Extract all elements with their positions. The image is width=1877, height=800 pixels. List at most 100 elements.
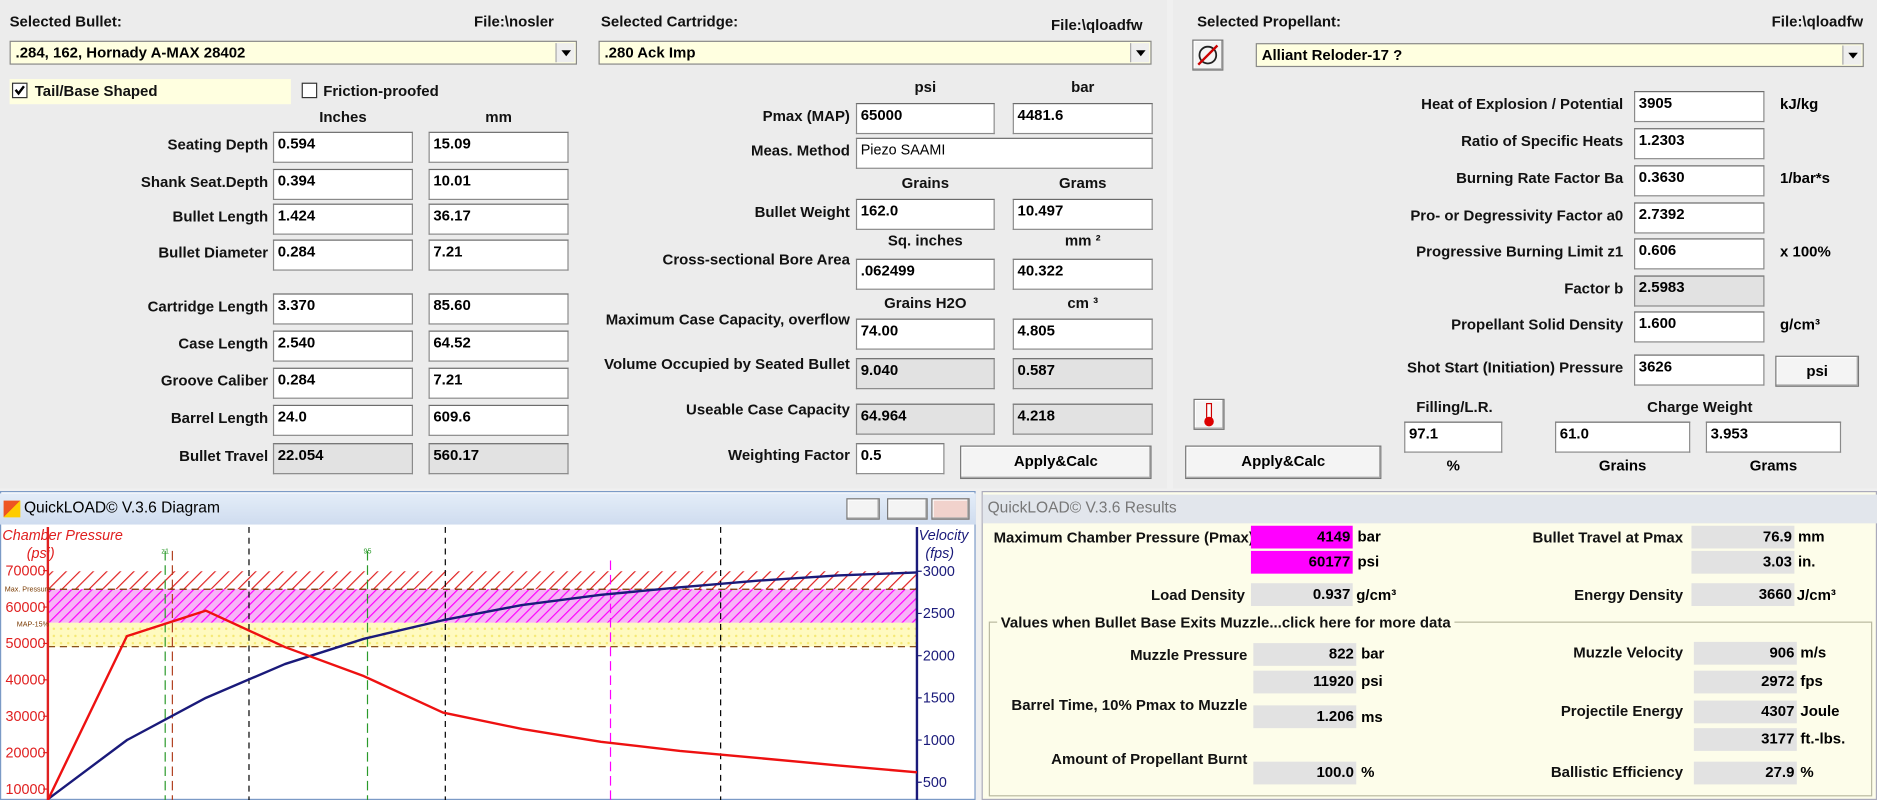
- input-field[interactable]: 64.52: [428, 330, 569, 362]
- checkbox-label[interactable]: Friction-proofed: [323, 82, 439, 100]
- apply-button[interactable]: Apply&Calc: [960, 445, 1152, 480]
- checkbox[interactable]: [11, 82, 28, 99]
- input-field[interactable]: 36.17: [428, 203, 569, 235]
- input-field[interactable]: 0.594: [272, 131, 413, 163]
- y2-tick-label: 1500: [923, 691, 955, 707]
- input-field[interactable]: .062499: [855, 258, 995, 290]
- input-field[interactable]: 0.394: [272, 168, 413, 200]
- heading: Selected Cartridge:: [600, 13, 739, 30]
- input-field: 2.5983: [1634, 275, 1765, 307]
- file-label: File:\qloadfw: [1051, 16, 1143, 34]
- column-header: mm: [485, 108, 512, 126]
- input-field[interactable]: 4.805: [1012, 318, 1153, 350]
- input-field[interactable]: Piezo SAAMI: [855, 137, 1153, 169]
- marker-label: z1: [161, 547, 169, 555]
- column-header: bar: [1071, 79, 1095, 96]
- propellant-icon[interactable]: [1192, 39, 1224, 71]
- input-field[interactable]: 2.540: [272, 330, 413, 362]
- input-field[interactable]: 97.1: [1404, 421, 1503, 453]
- input-field[interactable]: 0.284: [272, 239, 413, 271]
- input-field[interactable]: 15.09: [428, 131, 569, 163]
- input-field[interactable]: 3626: [1634, 354, 1765, 386]
- input-field[interactable]: 85.60: [428, 293, 569, 325]
- apply-button[interactable]: Apply&Calc: [1185, 445, 1382, 480]
- dropdown-arrow[interactable]: [1130, 43, 1150, 63]
- input-field: 64.964: [855, 403, 995, 435]
- unit-button[interactable]: psi: [1775, 355, 1860, 387]
- result-value: 4307: [1693, 700, 1797, 724]
- input-field[interactable]: 3.953: [1705, 421, 1842, 453]
- input-field[interactable]: 24.0: [272, 404, 413, 436]
- field-label: Factor b: [1564, 280, 1624, 298]
- field-label: Heat of Explosion / Potential: [1421, 95, 1624, 113]
- dropdown-arrow[interactable]: [555, 43, 575, 63]
- input-field[interactable]: 1.600: [1634, 311, 1765, 343]
- field-label: Barrel Length: [170, 409, 269, 427]
- input-field[interactable]: 3.370: [272, 293, 413, 325]
- close-button[interactable]: [931, 498, 970, 520]
- field-label: Groove Caliber: [160, 372, 269, 390]
- checkbox-area: [9, 79, 291, 105]
- axis-label: Velocity: [919, 528, 970, 544]
- input-field[interactable]: 0.606: [1634, 238, 1765, 270]
- result-value: 1.206: [1253, 705, 1357, 729]
- input-field[interactable]: 0.284: [272, 367, 413, 399]
- checkbox[interactable]: [301, 82, 318, 99]
- minimize-button[interactable]: [846, 498, 880, 520]
- input-field[interactable]: 7.21: [428, 367, 569, 399]
- input-field[interactable]: 10.01: [428, 168, 569, 200]
- result-value: 100.0: [1253, 761, 1357, 785]
- axis-unit: (psi): [27, 546, 55, 562]
- app-icon: [3, 500, 21, 518]
- input-field[interactable]: 7.21: [428, 239, 569, 271]
- checkbox-label[interactable]: Tail/Base Shaped: [34, 82, 158, 100]
- input-field[interactable]: 1.424: [272, 203, 413, 235]
- unit-label: g/cm³: [1356, 586, 1397, 604]
- field-label: Bullet Travel at Pmax: [1532, 529, 1684, 547]
- diagram-titlebar: [0, 493, 976, 525]
- dropdown[interactable]: .284, 162, Hornady A-MAX 28402: [9, 40, 577, 65]
- column-header: Inches: [319, 108, 367, 126]
- thermo-icon[interactable]: [1193, 398, 1225, 430]
- unit-label: ms: [1361, 708, 1383, 726]
- dropdown[interactable]: .280 Ack Imp: [598, 40, 1152, 65]
- field-label: Pro- or Degressivity Factor a0: [1410, 207, 1624, 224]
- field-label: Seating Depth: [167, 136, 269, 154]
- y2-tick-label: 2500: [923, 606, 955, 622]
- input-field[interactable]: 0.5: [855, 443, 945, 475]
- input-field[interactable]: 61.0: [1554, 421, 1691, 453]
- field-label: Bullet Length: [172, 208, 269, 226]
- input-field[interactable]: 40.322: [1012, 258, 1153, 290]
- input-field[interactable]: 2.7392: [1634, 202, 1765, 234]
- input-field[interactable]: 65000: [855, 102, 995, 135]
- result-value: 2972: [1693, 670, 1797, 694]
- input-field[interactable]: 0.3630: [1634, 165, 1765, 197]
- input-field[interactable]: 10.497: [1012, 198, 1153, 230]
- dropdown-arrow[interactable]: [1842, 45, 1862, 65]
- input-field[interactable]: 1.2303: [1634, 128, 1765, 160]
- column-header: Grams: [1059, 174, 1107, 192]
- input-field[interactable]: 609.6: [428, 404, 569, 436]
- result-value: 822: [1253, 643, 1357, 666]
- dropdown[interactable]: Alliant Reloder-17 ?: [1255, 43, 1864, 68]
- input-field[interactable]: 162.0: [855, 198, 995, 230]
- unit-label: m/s: [1800, 644, 1827, 662]
- unit-label: x 100%: [1780, 243, 1831, 260]
- field-label: Muzzle Pressure: [1130, 646, 1248, 664]
- max-pressure-band: [47, 571, 917, 590]
- field-label: Shank Seat.Depth: [140, 173, 269, 191]
- unit-label: %: [1800, 764, 1814, 781]
- unit-label: bar: [1357, 528, 1381, 545]
- result-value: 3177: [1693, 728, 1797, 751]
- input-field[interactable]: 74.00: [855, 318, 995, 350]
- input-field[interactable]: 3905: [1634, 91, 1765, 123]
- input-field: 9.040: [855, 358, 995, 390]
- field-label: Progressive Burning Limit z1: [1416, 243, 1624, 260]
- field-label: Propellant Solid Density: [1451, 316, 1624, 333]
- field-label: Maximum Case Capacity, overflow: [605, 311, 850, 329]
- results-titlebar: [982, 494, 1877, 524]
- input-field[interactable]: 4481.6: [1012, 102, 1153, 135]
- group-title[interactable]: Values when Bullet Base Exits Muzzle...c…: [997, 611, 1455, 634]
- maximize-button[interactable]: [887, 498, 928, 520]
